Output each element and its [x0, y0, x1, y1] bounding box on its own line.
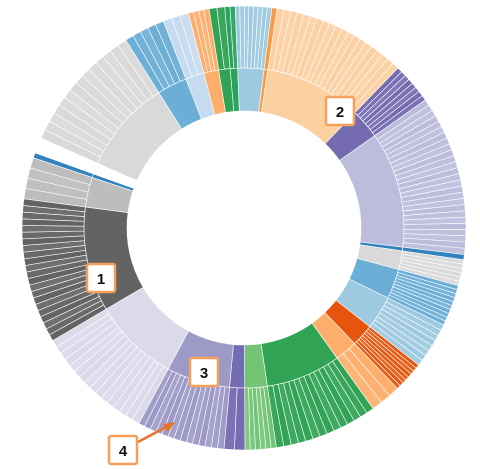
callout-1: 1 [85, 262, 117, 294]
outer-leaf-18-18 [21, 225, 85, 233]
callout-2-label: 2 [336, 104, 344, 121]
callout-4-label: 4 [119, 443, 128, 460]
callout-4: 4 [107, 434, 139, 466]
callout-1-label: 1 [97, 271, 105, 288]
outer-leaf-6-22 [403, 222, 467, 230]
callout-3-label: 3 [200, 365, 208, 382]
outer-leaf-26-2 [216, 6, 231, 70]
sunburst-rings [21, 5, 467, 451]
callout-3: 3 [188, 356, 220, 388]
callout-2: 2 [324, 95, 356, 127]
callout-4-arrow [137, 422, 175, 444]
